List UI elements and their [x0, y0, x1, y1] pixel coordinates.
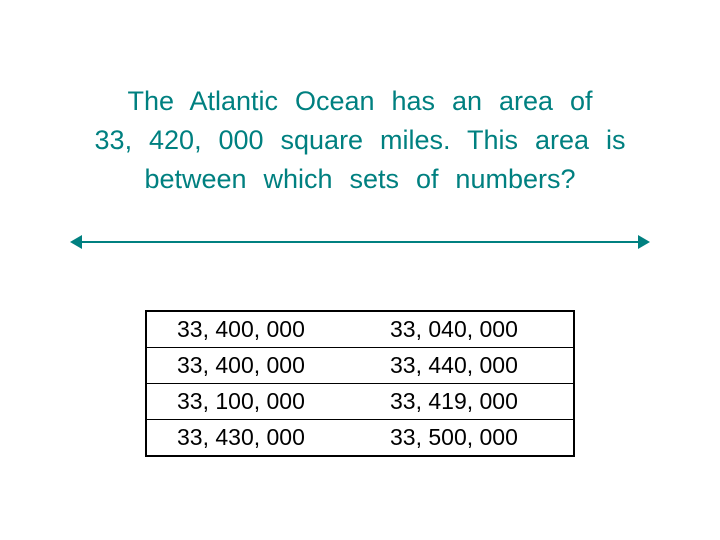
- options-table: 33, 400, 000 33, 040, 000 33, 400, 000 3…: [145, 310, 575, 457]
- option-cell: 33, 400, 000: [146, 348, 360, 384]
- question-line-2: 33, 420, 000 square miles. This area is: [95, 125, 626, 155]
- question-line-1: The Atlantic Ocean has an area of: [128, 86, 593, 116]
- horizontal-line: [78, 241, 642, 243]
- table-row[interactable]: 33, 430, 000 33, 500, 000: [146, 420, 574, 457]
- option-cell: 33, 040, 000: [360, 311, 574, 348]
- option-cell: 33, 500, 000: [360, 420, 574, 457]
- arrow-right-icon: [638, 235, 650, 249]
- option-cell: 33, 400, 000: [146, 311, 360, 348]
- option-cell: 33, 100, 000: [146, 384, 360, 420]
- slide-container: The Atlantic Ocean has an area of 33, 42…: [0, 0, 720, 540]
- question-text: The Atlantic Ocean has an area of 33, 42…: [0, 82, 720, 199]
- option-cell: 33, 440, 000: [360, 348, 574, 384]
- question-line-3: between which sets of numbers?: [144, 164, 575, 194]
- number-line: [70, 232, 650, 252]
- option-cell: 33, 419, 000: [360, 384, 574, 420]
- table-row[interactable]: 33, 400, 000 33, 440, 000: [146, 348, 574, 384]
- table-row[interactable]: 33, 100, 000 33, 419, 000: [146, 384, 574, 420]
- table-row[interactable]: 33, 400, 000 33, 040, 000: [146, 311, 574, 348]
- option-cell: 33, 430, 000: [146, 420, 360, 457]
